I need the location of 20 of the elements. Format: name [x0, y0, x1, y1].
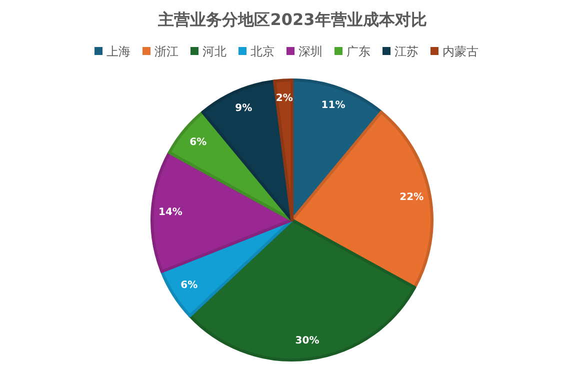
data-label: 22%: [400, 192, 424, 203]
legend-label: 河北: [202, 44, 226, 58]
legend-label: 广东: [346, 44, 370, 58]
legend-label: 深圳: [298, 44, 322, 58]
data-label: 11%: [321, 100, 346, 112]
legend-label: 江苏: [394, 44, 418, 58]
data-label: 30%: [295, 336, 320, 347]
pie-slice: [290, 110, 434, 289]
data-label: 14%: [158, 207, 182, 218]
data-label: 9%: [235, 102, 252, 114]
legend-label: 内蒙古: [442, 44, 478, 58]
legend-label: 北京: [250, 44, 274, 58]
legend-label: 浙江: [154, 44, 178, 58]
data-label: 6%: [190, 137, 207, 148]
legend-label: 上海: [106, 44, 130, 58]
chart-title: 主营业务分地区2023年营业成本对比: [157, 10, 427, 29]
pie-slice: [272, 78, 294, 222]
data-label: 2%: [276, 93, 293, 104]
data-label: 6%: [180, 280, 198, 291]
pie-slice: [150, 151, 294, 274]
